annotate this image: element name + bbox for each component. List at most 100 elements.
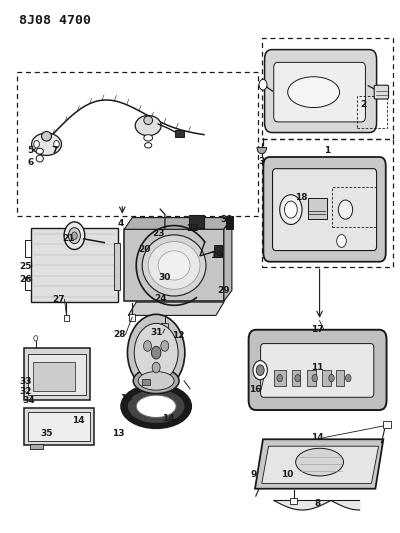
Bar xyxy=(336,370,344,386)
Text: 16: 16 xyxy=(249,385,261,394)
Text: 3: 3 xyxy=(259,157,265,166)
Bar xyxy=(262,38,393,139)
Wedge shape xyxy=(257,148,266,154)
Bar xyxy=(383,421,390,427)
Circle shape xyxy=(295,374,300,382)
Bar xyxy=(142,379,150,384)
Circle shape xyxy=(312,374,318,382)
FancyBboxPatch shape xyxy=(272,168,376,251)
Circle shape xyxy=(68,228,80,244)
Polygon shape xyxy=(25,277,31,290)
Text: 5: 5 xyxy=(27,146,33,155)
Ellipse shape xyxy=(136,395,176,417)
Circle shape xyxy=(329,374,334,382)
Text: 8: 8 xyxy=(314,498,321,507)
Ellipse shape xyxy=(144,135,152,141)
Text: 11: 11 xyxy=(311,363,324,372)
FancyBboxPatch shape xyxy=(249,330,386,410)
Polygon shape xyxy=(128,302,224,316)
Ellipse shape xyxy=(296,448,344,476)
Ellipse shape xyxy=(36,148,43,154)
Ellipse shape xyxy=(127,389,185,424)
Ellipse shape xyxy=(142,235,206,296)
Ellipse shape xyxy=(121,384,191,428)
Bar xyxy=(274,370,286,386)
Circle shape xyxy=(346,374,351,382)
Bar xyxy=(322,370,331,386)
FancyBboxPatch shape xyxy=(374,85,388,99)
Bar xyxy=(33,362,75,391)
Circle shape xyxy=(256,365,264,375)
Ellipse shape xyxy=(135,116,161,136)
Bar xyxy=(64,315,69,321)
Bar xyxy=(28,354,86,395)
Text: 18: 18 xyxy=(295,193,308,202)
Polygon shape xyxy=(30,228,118,302)
Ellipse shape xyxy=(36,155,43,162)
Bar xyxy=(290,498,297,504)
Bar xyxy=(175,130,184,138)
Circle shape xyxy=(284,201,297,218)
Bar xyxy=(28,412,90,441)
Bar xyxy=(226,216,233,229)
Text: 14: 14 xyxy=(311,433,324,442)
Text: 19: 19 xyxy=(210,252,222,260)
Bar xyxy=(24,408,94,445)
FancyBboxPatch shape xyxy=(260,344,374,397)
Circle shape xyxy=(338,200,353,219)
Text: 2: 2 xyxy=(360,100,366,109)
Text: 22: 22 xyxy=(186,224,198,233)
Bar xyxy=(308,198,327,219)
Polygon shape xyxy=(262,446,378,483)
Ellipse shape xyxy=(133,368,179,393)
Text: 31: 31 xyxy=(151,328,163,337)
Text: 6: 6 xyxy=(27,158,33,167)
Text: 21: 21 xyxy=(62,235,75,244)
Polygon shape xyxy=(124,217,232,229)
Circle shape xyxy=(151,346,161,359)
FancyBboxPatch shape xyxy=(264,50,376,133)
Polygon shape xyxy=(255,439,383,489)
Text: 27: 27 xyxy=(52,295,65,304)
Bar xyxy=(189,215,204,228)
Text: 9: 9 xyxy=(251,471,257,479)
Bar xyxy=(307,370,316,386)
Circle shape xyxy=(277,374,282,382)
Text: 30: 30 xyxy=(158,273,170,281)
Ellipse shape xyxy=(148,241,200,289)
Ellipse shape xyxy=(138,372,174,390)
Ellipse shape xyxy=(288,77,340,108)
Circle shape xyxy=(34,336,38,341)
Bar xyxy=(24,349,90,400)
Circle shape xyxy=(259,79,267,90)
Bar xyxy=(358,96,387,128)
Polygon shape xyxy=(224,217,232,301)
Text: 20: 20 xyxy=(138,245,150,254)
Circle shape xyxy=(134,324,178,382)
Text: 32: 32 xyxy=(20,387,32,396)
Text: 14: 14 xyxy=(162,414,174,423)
Bar xyxy=(161,323,168,330)
Text: 7: 7 xyxy=(51,146,58,155)
Text: 33: 33 xyxy=(20,377,32,386)
Ellipse shape xyxy=(144,116,152,125)
Bar xyxy=(332,187,376,227)
Text: 12: 12 xyxy=(172,331,184,340)
Text: 30: 30 xyxy=(220,215,233,224)
Bar xyxy=(262,139,393,266)
Text: 10: 10 xyxy=(282,471,294,479)
Text: 28: 28 xyxy=(113,330,126,339)
Circle shape xyxy=(128,314,185,391)
FancyBboxPatch shape xyxy=(263,157,386,262)
Circle shape xyxy=(161,341,169,351)
Polygon shape xyxy=(124,229,224,301)
Text: 34: 34 xyxy=(22,396,35,405)
Ellipse shape xyxy=(144,143,152,148)
Circle shape xyxy=(34,141,39,148)
FancyBboxPatch shape xyxy=(274,62,366,122)
Text: 23: 23 xyxy=(152,229,164,238)
Bar xyxy=(214,245,222,257)
Text: 24: 24 xyxy=(154,294,166,303)
Text: 1: 1 xyxy=(324,146,331,155)
Text: 25: 25 xyxy=(20,262,32,271)
